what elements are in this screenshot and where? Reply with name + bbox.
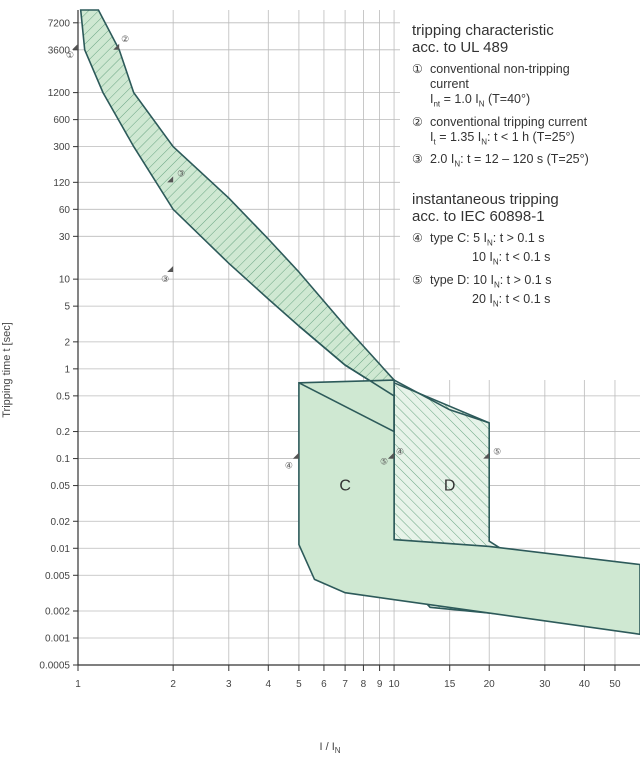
- x-tick-label: 1: [75, 679, 81, 690]
- x-tick-label: 30: [539, 679, 551, 690]
- y-tick-label: 0.5: [56, 391, 70, 402]
- y-tick-label: 0.005: [45, 571, 70, 582]
- type-c-region: [298, 379, 640, 636]
- legend-item-2: ② conventional tripping current It = 1.3…: [412, 114, 588, 147]
- marker-label: ③: [177, 169, 185, 179]
- x-tick-label: 4: [266, 679, 272, 690]
- marker-arrow: [167, 266, 174, 273]
- legend-panel: tripping characteristic acc. to UL 489 ①…: [400, 10, 640, 380]
- marker-arrow: [113, 43, 120, 50]
- legend-item-4: ④ type C: 5 IN: t > 0.1 s 10 IN: t < 0.1…: [412, 230, 551, 267]
- marker-arrow: [167, 176, 174, 183]
- y-tick-label: 120: [53, 178, 70, 189]
- legend-heading-iec: instantaneous tripping acc. to IEC 60898…: [412, 190, 559, 225]
- y-tick-label: 0.001: [45, 633, 70, 644]
- x-tick-label: 5: [296, 679, 302, 690]
- thermal-band: [79, 9, 395, 398]
- legend-item-3: ③ 2.0 IN: t = 12 – 120 s (T=25°): [412, 152, 589, 169]
- y-tick-label: 0.2: [56, 427, 70, 438]
- region-label-c: C: [339, 478, 351, 495]
- y-tick-label: 5: [64, 302, 70, 313]
- marker-label: ④: [396, 448, 404, 458]
- axes: [73, 10, 640, 671]
- y-tick-label: 0.02: [51, 517, 71, 528]
- thermal-lower-curve-c: [298, 382, 395, 433]
- marker-label: ②: [121, 35, 129, 45]
- y-tick-label: 0.05: [51, 481, 71, 492]
- y-tick-label: 0.002: [45, 606, 70, 617]
- legend-heading-ul489: tripping characteristic acc. to UL 489: [412, 22, 554, 56]
- y-tick-label: 2: [64, 337, 70, 348]
- x-axis-title: I / IN: [319, 741, 340, 755]
- y-tick-label: 7200: [48, 18, 71, 29]
- region-label-d: D: [444, 478, 456, 495]
- y-tick-label: 0.0005: [39, 661, 70, 672]
- marker-label: ⑤: [493, 448, 501, 458]
- y-axis-title: Tripping time t [sec]: [1, 322, 13, 418]
- x-tick-label: 6: [321, 679, 327, 690]
- y-tick-label: 3600: [48, 45, 71, 56]
- x-tick-label: 20: [484, 679, 496, 690]
- x-tick-label: 40: [579, 679, 591, 690]
- y-tick-label: 600: [53, 115, 70, 126]
- tick-labels: 1 2 3 4 5 6 7 8 9 10 15 20 30 40 507200360012006003001…: [39, 18, 621, 690]
- x-tick-label: 10: [388, 679, 400, 690]
- x-tick-label: 8: [361, 679, 367, 690]
- thermal-lower-curve: [298, 325, 395, 432]
- y-tick-label: 30: [59, 232, 71, 243]
- x-tick-label: 9: [377, 679, 383, 690]
- marker-arrow: [483, 452, 490, 459]
- marker-arrow: [72, 43, 78, 50]
- x-tick-label: 2: [170, 679, 176, 690]
- x-tick-label: 7: [342, 679, 348, 690]
- y-tick-label: 10: [59, 275, 71, 286]
- y-tick-label: 0.1: [56, 454, 70, 465]
- x-tick-label: 3: [226, 679, 232, 690]
- marker-label: ⑤: [380, 458, 388, 468]
- y-tick-label: 300: [53, 142, 70, 153]
- y-tick-label: 1: [64, 364, 70, 375]
- x-tick-label: 15: [444, 679, 456, 690]
- legend-item-5: ⑤ type D: 10 IN: t > 0.1 s 20 IN: t < 0.…: [412, 272, 552, 309]
- thermal-upper-curve-d: [393, 379, 490, 424]
- x-tick-label: 50: [609, 679, 621, 690]
- y-tick-label: 60: [59, 205, 71, 216]
- y-tick-label: 1200: [48, 88, 71, 99]
- marker-arrow: [388, 452, 395, 459]
- marker-label: ④: [285, 462, 293, 472]
- marker-label: ①: [66, 51, 74, 61]
- y-tick-label: 0.01: [51, 544, 71, 555]
- legend-item-1: ① conventional non-tripping current Int …: [412, 62, 570, 109]
- tripping-bands: [79, 9, 640, 636]
- marker-arrow: [292, 452, 299, 459]
- marker-label: ③: [161, 275, 169, 285]
